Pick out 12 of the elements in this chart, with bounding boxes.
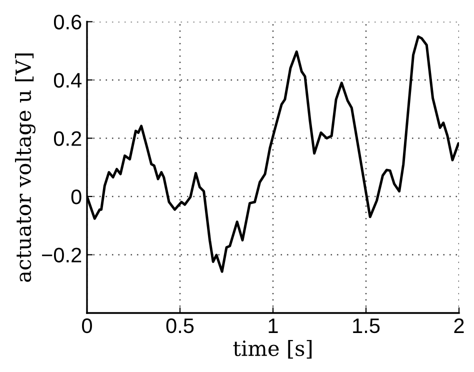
y-tick-label: 0.6 <box>54 14 82 30</box>
x-tick-label: 2 <box>454 318 464 333</box>
y-tick-label: 0.4 <box>54 72 82 88</box>
x-tick-label: 1.5 <box>353 318 380 334</box>
x-tick-label: 0 <box>82 318 92 334</box>
x-tick-label: 1 <box>268 318 278 333</box>
y-axis-title: actuator voltage u [V] <box>15 54 36 282</box>
y-tick-label: 0 <box>71 189 82 204</box>
x-axis-title: time [s] <box>233 340 312 359</box>
y-tick-label: −0.2 <box>42 248 82 262</box>
x-tick-label: 0.5 <box>166 318 194 334</box>
y-tick-label: 0.2 <box>54 131 82 146</box>
